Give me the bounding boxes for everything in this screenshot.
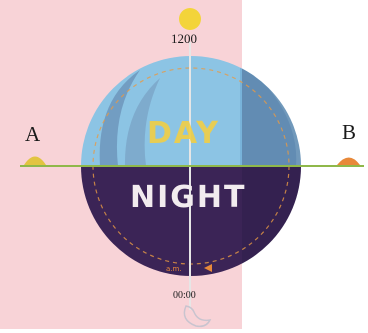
sun-mound-icon bbox=[24, 156, 46, 165]
noon-label: 1200 bbox=[171, 31, 197, 46]
orbit-arrow bbox=[204, 264, 212, 272]
midnight-label: 00:00 bbox=[173, 290, 196, 301]
point-b-label: B bbox=[342, 120, 357, 144]
point-a-label: A bbox=[25, 122, 41, 146]
swirl-shadow bbox=[124, 78, 160, 166]
swirl-shadow bbox=[99, 70, 140, 166]
night-label: NIGHT bbox=[130, 180, 247, 215]
day-label: DAY bbox=[147, 116, 220, 151]
moon-icon bbox=[183, 305, 212, 328]
day-right-highlight bbox=[240, 60, 297, 166]
sun-icon bbox=[179, 8, 201, 30]
orange-mound-icon bbox=[337, 157, 360, 165]
svg-text:a.m.: a.m. bbox=[166, 265, 182, 273]
